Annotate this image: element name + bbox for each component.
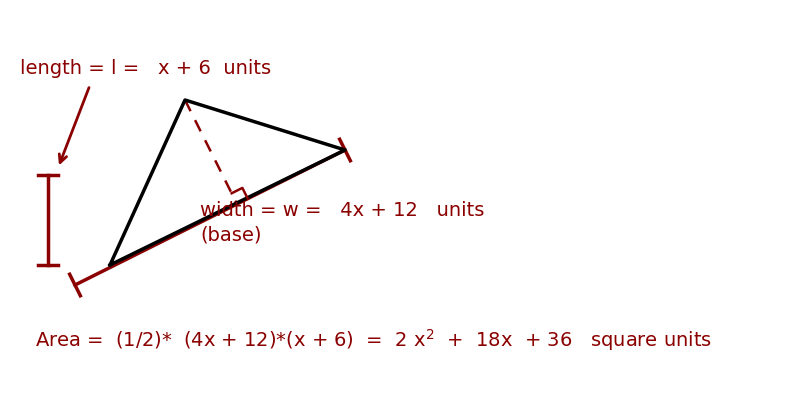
Text: (base): (base) — [200, 225, 262, 244]
Text: Area =  (1/2)*  (4x + 12)*(x + 6)  =  2 x$^{2}$  +  18x  + 36   square units: Area = (1/2)* (4x + 12)*(x + 6) = 2 x$^{… — [35, 327, 712, 353]
Text: length = l =   x + 6  units: length = l = x + 6 units — [20, 59, 271, 77]
Text: width = w =   4x + 12   units: width = w = 4x + 12 units — [200, 201, 484, 220]
